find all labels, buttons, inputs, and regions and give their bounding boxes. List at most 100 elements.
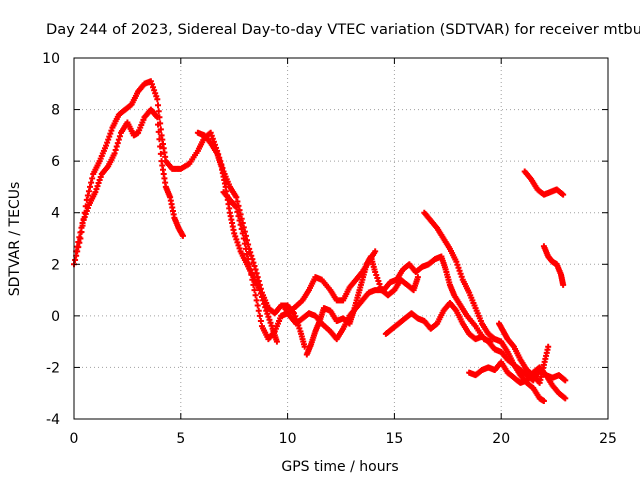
data-point: [376, 281, 383, 288]
data-point: [264, 310, 271, 317]
data-point: [155, 128, 162, 135]
data-point: [562, 377, 569, 384]
data-point: [273, 338, 280, 345]
data-point: [377, 284, 384, 291]
data-point: [104, 139, 111, 146]
data-point: [72, 256, 79, 263]
data-point: [253, 270, 260, 277]
data-point: [248, 271, 255, 278]
y-tick-label: 4: [51, 206, 60, 222]
data-point: [209, 135, 216, 142]
data-point: [244, 237, 251, 244]
data-point: [233, 236, 240, 243]
data-point: [258, 293, 265, 300]
chart-title: Day 244 of 2023, Sidereal Day-to-day VTE…: [46, 22, 640, 38]
data-series-sat-f: [303, 253, 421, 358]
data-point: [234, 198, 241, 205]
data-point: [254, 302, 261, 309]
plot-frame: [73, 57, 609, 420]
data-point: [372, 269, 379, 276]
data-point: [257, 318, 264, 325]
data-point: [233, 194, 240, 201]
data-point: [253, 297, 260, 304]
data-point: [540, 397, 547, 404]
data-point: [257, 290, 264, 297]
data-point: [453, 258, 460, 265]
data-point: [83, 207, 90, 214]
data-point: [373, 272, 380, 279]
data-point: [242, 245, 249, 252]
x-tick-label: 25: [599, 431, 617, 447]
data-point: [265, 313, 272, 320]
data-point: [241, 240, 248, 247]
data-point: [236, 245, 243, 252]
data-point: [231, 230, 238, 237]
data-point: [291, 310, 298, 317]
data-point: [262, 304, 269, 311]
data-point: [455, 264, 462, 271]
data-point: [296, 325, 303, 332]
y-tick-label: 2: [51, 257, 60, 273]
data-point: [150, 84, 157, 91]
data-marks: [71, 78, 569, 404]
data-point: [560, 281, 567, 288]
data-point: [154, 114, 161, 121]
x-tick-label: 5: [176, 431, 185, 447]
data-point: [108, 127, 115, 134]
data-point: [95, 180, 102, 187]
data-point: [154, 96, 161, 103]
data-point: [79, 220, 86, 227]
data-point: [84, 204, 91, 211]
data-point: [106, 133, 113, 140]
data-point: [239, 230, 246, 237]
data-series-sat-l: [540, 243, 567, 288]
data-series-sat-c: [194, 129, 280, 345]
data-point: [374, 275, 381, 282]
y-tick-label: 6: [51, 154, 60, 170]
data-point: [157, 150, 164, 157]
data-point: [97, 174, 104, 181]
data-point: [252, 266, 259, 273]
data-point: [76, 234, 83, 241]
data-point: [155, 121, 162, 128]
data-point: [103, 142, 110, 149]
y-tick-label: 10: [42, 51, 60, 67]
data-series-sat-b: [73, 106, 186, 255]
data-point: [414, 274, 421, 281]
data-point: [247, 266, 254, 273]
data-point: [84, 192, 91, 199]
data-point: [250, 259, 257, 266]
data-point: [233, 204, 240, 211]
data-point: [235, 242, 242, 249]
data-point: [256, 312, 263, 319]
data-point: [81, 214, 88, 221]
data-point: [147, 78, 154, 85]
data-point: [207, 129, 214, 136]
data-point: [113, 143, 120, 150]
data-series-sat-k: [521, 168, 567, 198]
data-point: [235, 213, 242, 220]
data-point: [116, 133, 123, 140]
data-point: [152, 90, 159, 97]
data-point: [238, 226, 245, 233]
data-point: [111, 150, 118, 157]
y-axis-label: SDTVAR / TECUs: [7, 182, 23, 297]
data-point: [157, 143, 164, 150]
data-point: [208, 132, 215, 139]
data-point: [372, 248, 379, 255]
data-point: [115, 136, 122, 143]
data-point: [545, 343, 552, 350]
data-point: [251, 263, 258, 270]
data-point: [87, 183, 94, 190]
data-point: [560, 191, 567, 198]
x-axis-label: GPS time / hours: [281, 459, 398, 475]
data-point: [246, 261, 253, 268]
data-point: [80, 217, 87, 224]
data-point: [105, 136, 112, 143]
x-tick-label: 15: [385, 431, 403, 447]
data-point: [234, 239, 241, 246]
data-point: [260, 297, 267, 304]
data-point: [155, 102, 162, 109]
data-point: [456, 267, 463, 274]
data-point: [92, 189, 99, 196]
